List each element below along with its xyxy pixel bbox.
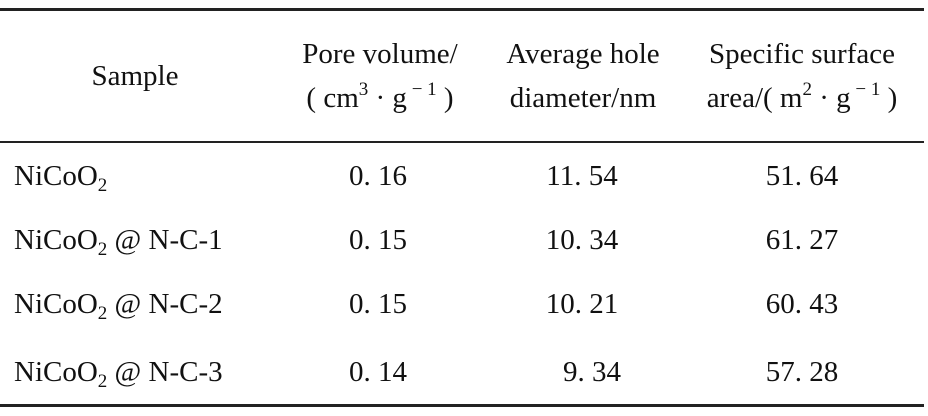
header-avg-hole: Average hole diameter/nm [488, 36, 678, 116]
row-1-sample-formula: NiCoO [14, 160, 98, 192]
pore-unit-sup1: 3 [358, 79, 369, 100]
row-4-sample-subscript: 2 [97, 371, 108, 392]
row-2-pore-volume: 0. 15 [349, 224, 407, 256]
row-2-sample-subscript: 2 [97, 239, 108, 260]
header-surface-area-line2: area/( m2 · g − 1 ) [686, 80, 918, 116]
row-1-sample-subscript: 2 [97, 175, 108, 196]
row-3-sample: NiCoO2 @ N-C-2 [14, 286, 223, 324]
pore-unit-mid: · g [368, 82, 407, 114]
pore-unit-sup2: − 1 [406, 79, 437, 100]
pore-unit-pre: ( cm [306, 82, 359, 114]
row-2-sample-suffix: @ N-C-1 [107, 224, 223, 256]
row-4-pore-volume: 0. 14 [349, 356, 407, 388]
row-4-sample-suffix: @ N-C-3 [107, 356, 223, 388]
pore-unit-post: ) [436, 82, 454, 114]
header-sample-label: Sample [91, 60, 179, 92]
header-surface-area-line1: Specific surface [709, 38, 895, 70]
area-unit-sup1: 2 [802, 79, 812, 100]
row-1-sample: NiCoO2 [14, 158, 108, 196]
header-avg-hole-line2: diameter/nm [509, 82, 657, 114]
row-3-sample-suffix: @ N-C-2 [107, 288, 223, 320]
header-pore-volume-line2: ( cm3 · g − 1 ) [275, 80, 485, 116]
row-1-pore-volume: 0. 16 [349, 160, 407, 192]
row-2-avg-hole: 10. 34 [545, 224, 619, 256]
row-3-avg-hole: 10. 21 [545, 288, 619, 320]
header-pore-volume: Pore volume/ ( cm3 · g − 1 ) [275, 36, 485, 116]
row-3-pore-volume: 0. 15 [349, 288, 407, 320]
row-2-sample: NiCoO2 @ N-C-1 [14, 222, 223, 260]
area-unit-sup2: − 1 [850, 79, 881, 100]
row-4-surface-area: 57. 28 [765, 356, 839, 388]
top-rule [0, 8, 924, 11]
header-avg-hole-line1: Average hole [506, 38, 660, 70]
area-unit-pre: area/( m [706, 82, 803, 114]
row-3-sample-subscript: 2 [97, 303, 108, 324]
header-sample: Sample [40, 58, 230, 94]
row-4-avg-hole: 9. 34 [563, 356, 621, 388]
bottom-rule [0, 404, 924, 407]
area-unit-post: ) [880, 82, 898, 114]
row-2-sample-formula: NiCoO [14, 224, 98, 256]
header-pore-volume-line1: Pore volume/ [302, 38, 458, 70]
row-2-surface-area: 61. 27 [765, 224, 839, 256]
row-1-avg-hole: 11. 54 [546, 160, 618, 192]
row-4-sample-formula: NiCoO [14, 356, 98, 388]
header-surface-area: Specific surface area/( m2 · g − 1 ) [686, 36, 918, 116]
area-unit-mid: · g [811, 82, 851, 114]
row-3-sample-formula: NiCoO [14, 288, 98, 320]
row-4-sample: NiCoO2 @ N-C-3 [14, 354, 223, 392]
header-rule [0, 141, 924, 143]
row-1-surface-area: 51. 64 [765, 160, 839, 192]
row-3-surface-area: 60. 43 [765, 288, 839, 320]
